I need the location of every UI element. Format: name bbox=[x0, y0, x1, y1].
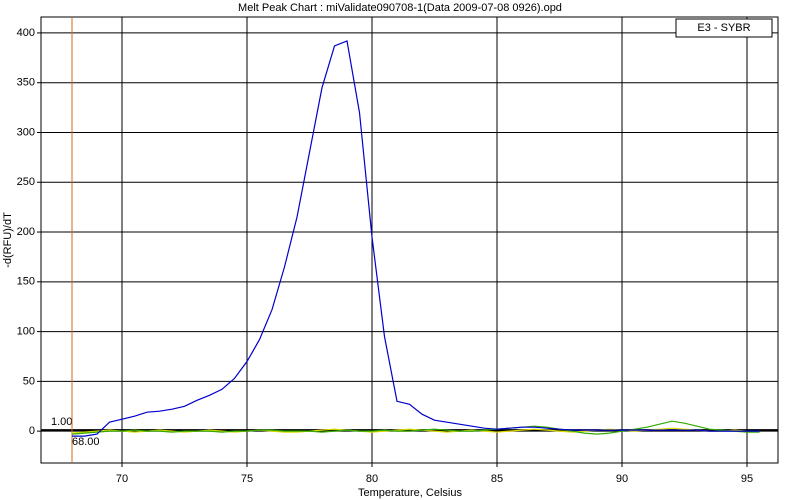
y-tick-label: 50 bbox=[23, 375, 35, 387]
x-tick-label: 85 bbox=[491, 473, 503, 485]
series-line bbox=[72, 40, 760, 437]
threshold-label: 1.00 bbox=[51, 416, 72, 428]
y-tick-label: 150 bbox=[17, 276, 35, 288]
x-tick-label: 90 bbox=[616, 473, 628, 485]
plot-area bbox=[40, 16, 779, 464]
x-axis-label: Temperature, Celsius bbox=[358, 487, 462, 499]
series-line bbox=[71, 420, 760, 435]
x-tick-label: 75 bbox=[241, 473, 253, 485]
y-tick-label: 250 bbox=[17, 176, 35, 188]
x-tick-label: 95 bbox=[741, 473, 753, 485]
chart-title: Melt Peak Chart : miValidate090708-1(Dat… bbox=[238, 2, 562, 14]
y-tick-label: 200 bbox=[17, 226, 35, 238]
x-tick-label: 70 bbox=[116, 473, 128, 485]
legend-entry: E3 - SYBR bbox=[697, 22, 750, 34]
y-tick-label: 350 bbox=[17, 77, 35, 89]
y-axis-label: -d(RFU)/dT bbox=[2, 212, 14, 268]
legend-box bbox=[675, 18, 773, 38]
x-tick-label: 80 bbox=[366, 473, 378, 485]
y-tick-label: 0 bbox=[29, 425, 35, 437]
y-tick-label: 100 bbox=[17, 325, 35, 337]
marker-label: 68.00 bbox=[72, 436, 100, 448]
y-tick-label: 400 bbox=[17, 27, 35, 39]
y-tick-label: 300 bbox=[17, 126, 35, 138]
